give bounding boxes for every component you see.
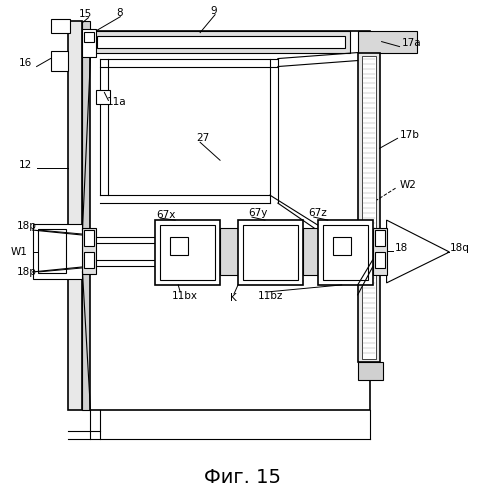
Bar [358, 30, 418, 52]
Text: 16: 16 [19, 58, 32, 68]
Text: 17a: 17a [402, 38, 421, 48]
Bar [82, 228, 96, 274]
Bar [50, 50, 69, 70]
Bar [50, 18, 71, 32]
Bar [243, 225, 298, 280]
Bar [220, 228, 238, 275]
Text: Фиг. 15: Фиг. 15 [203, 468, 281, 487]
Bar [84, 230, 94, 246]
Text: 18: 18 [394, 243, 408, 253]
Bar [358, 362, 382, 380]
Bar [91, 30, 350, 52]
Bar [362, 56, 376, 358]
Text: 11a: 11a [106, 98, 126, 108]
Text: 17b: 17b [400, 130, 420, 140]
Bar [303, 228, 318, 275]
Bar [238, 220, 303, 285]
Bar [91, 30, 370, 410]
Text: 12: 12 [19, 160, 32, 170]
Text: 18p: 18p [16, 267, 36, 277]
Text: 67z: 67z [308, 208, 327, 218]
Text: 11bx: 11bx [172, 291, 198, 301]
Bar [170, 237, 188, 255]
Text: 27: 27 [196, 134, 210, 143]
Bar [318, 220, 373, 285]
Text: 67x: 67x [156, 210, 176, 220]
Bar [82, 20, 91, 409]
Bar [84, 32, 94, 42]
Bar [84, 252, 94, 268]
Bar [375, 230, 385, 246]
Text: 15: 15 [78, 8, 92, 18]
Bar [373, 228, 387, 275]
Bar [333, 237, 351, 255]
Text: K: K [230, 293, 237, 303]
Text: 11bz: 11bz [258, 291, 283, 301]
Bar [96, 90, 110, 104]
Bar [358, 52, 379, 362]
Text: 8: 8 [116, 8, 123, 18]
Bar [97, 36, 345, 48]
Text: W1: W1 [11, 247, 28, 257]
Text: 18q: 18q [450, 243, 469, 253]
Bar [323, 225, 368, 280]
Bar [69, 20, 82, 409]
Bar [160, 225, 215, 280]
Bar [38, 229, 65, 273]
Bar [82, 28, 96, 56]
Text: W2: W2 [400, 180, 416, 190]
Text: 9: 9 [210, 6, 217, 16]
Text: 18p: 18p [16, 221, 36, 231]
Text: 67y: 67y [248, 208, 267, 218]
Bar [32, 224, 82, 279]
Bar [375, 252, 385, 268]
Bar [155, 220, 220, 285]
